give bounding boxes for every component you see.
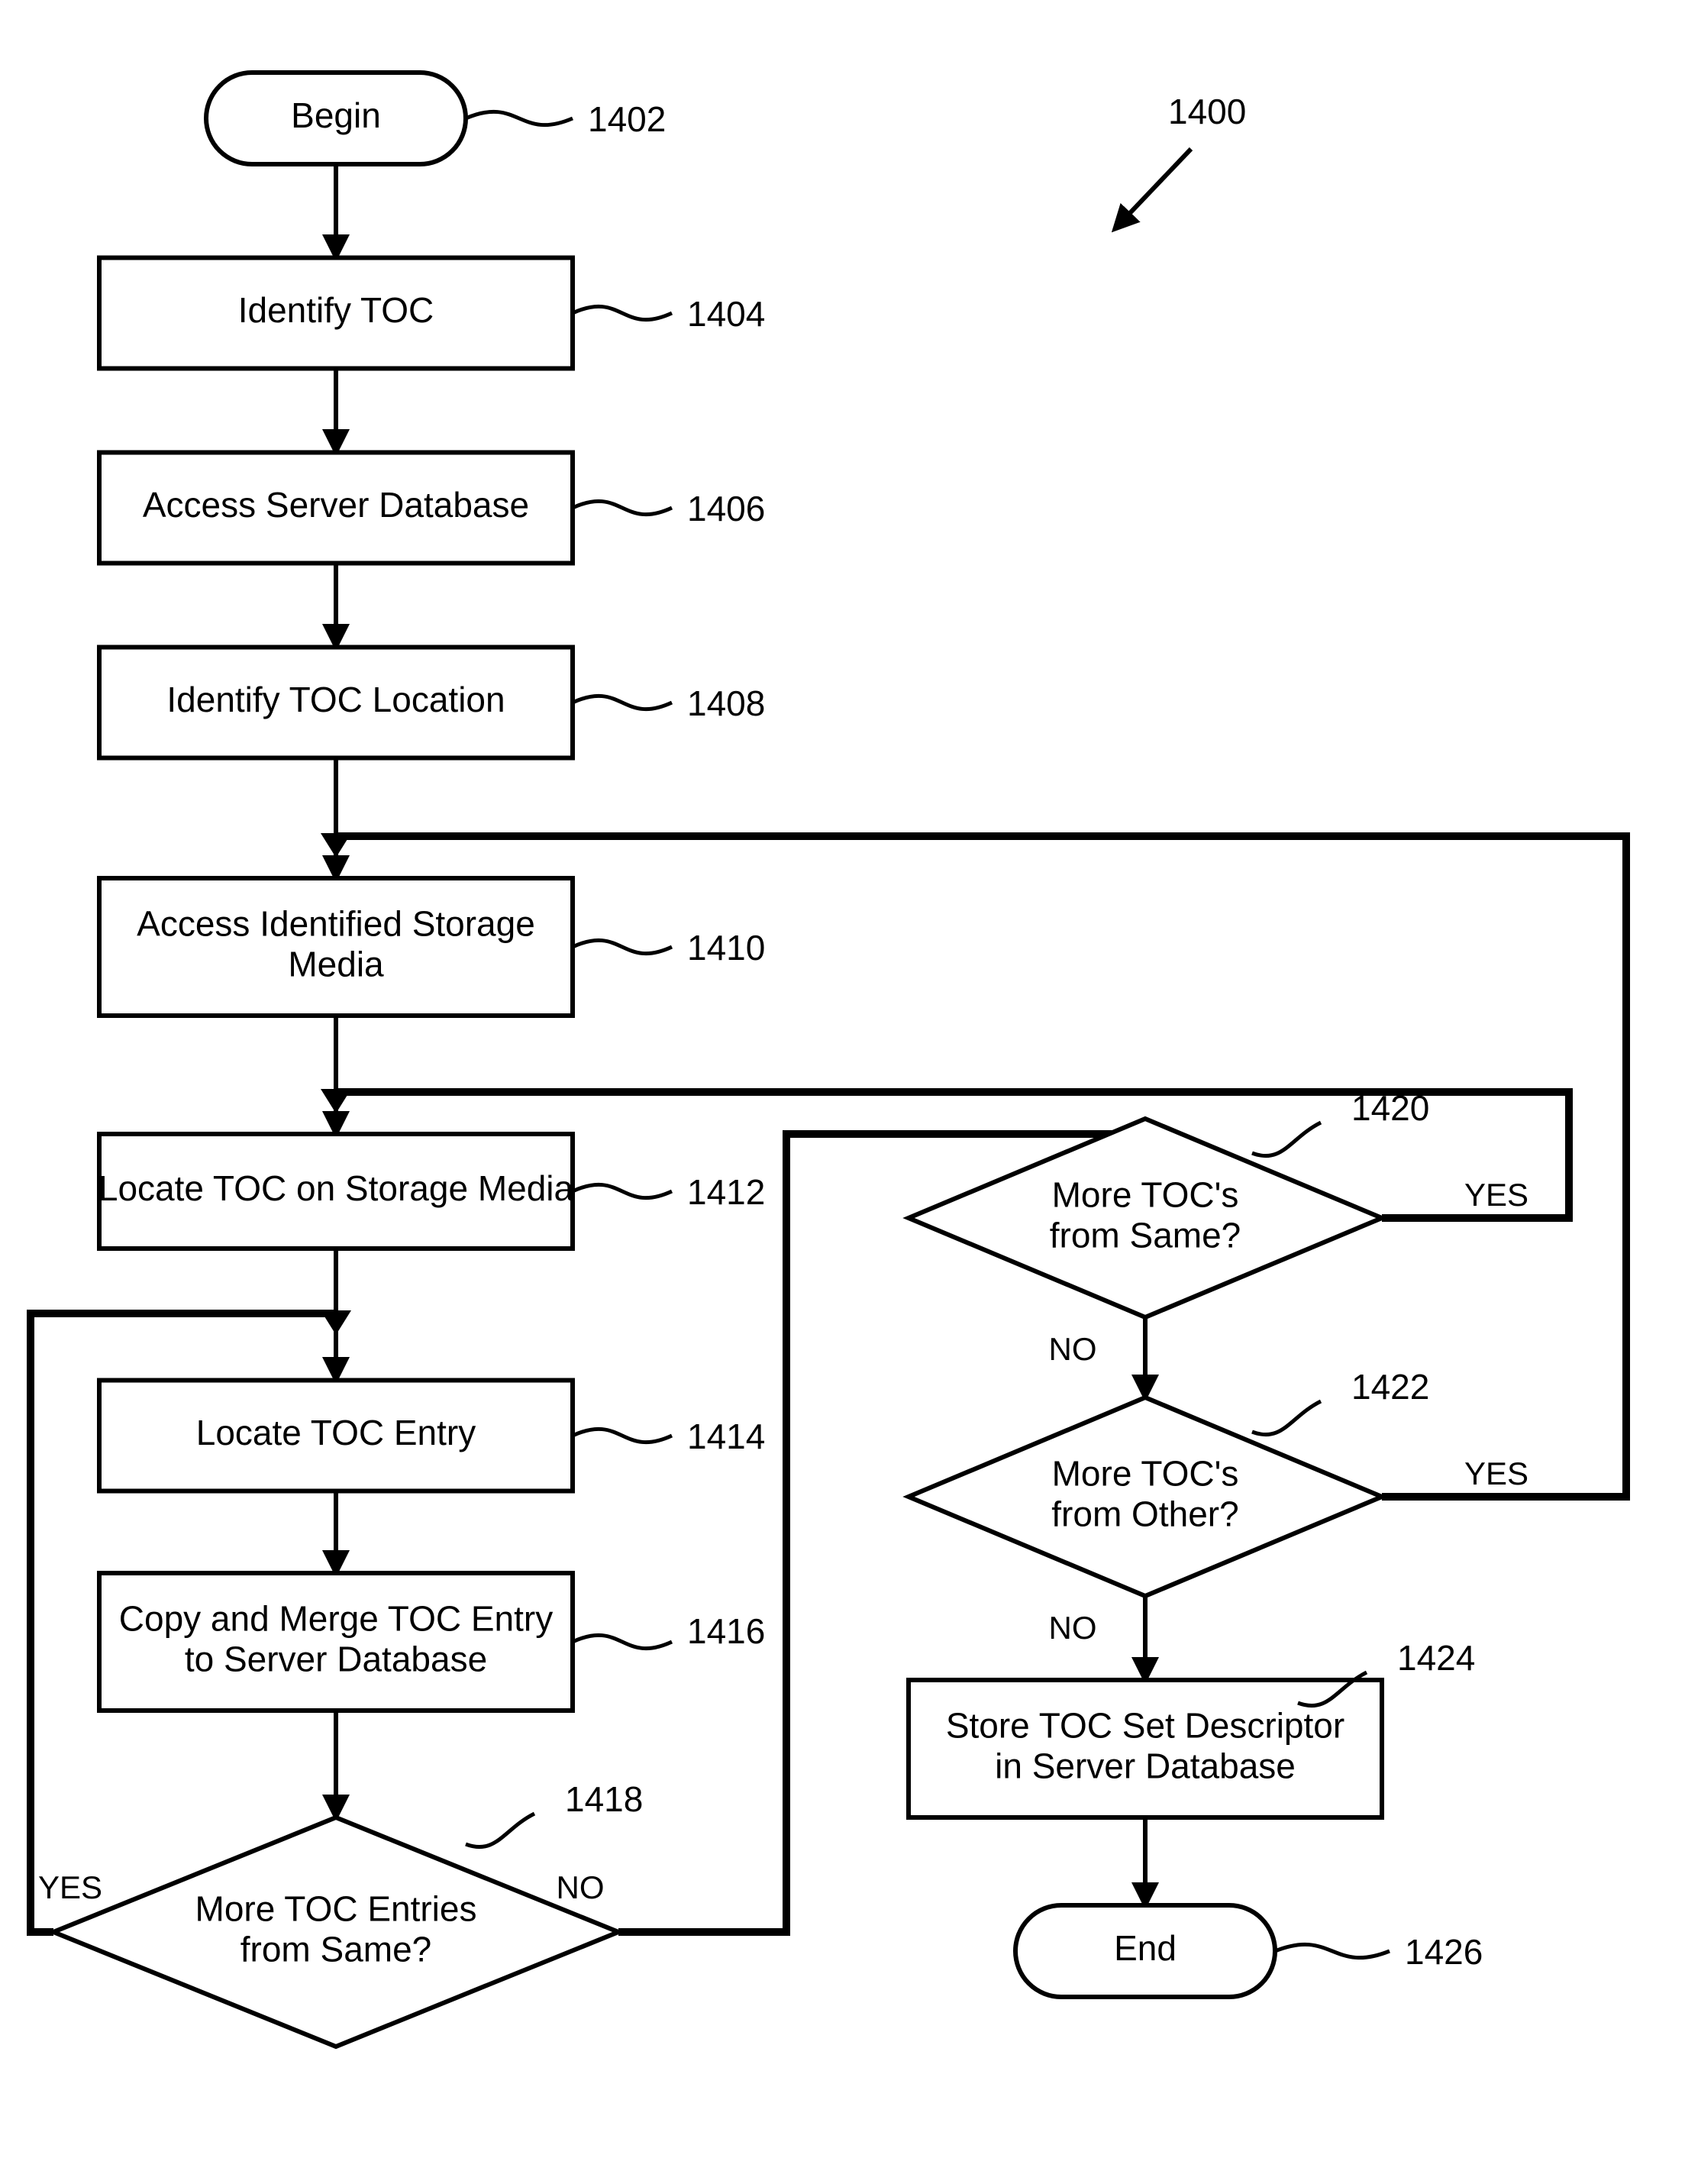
edge-label: NO xyxy=(1049,1331,1097,1367)
node-n1424: Store TOC Set Descriptorin Server Databa… xyxy=(909,1680,1382,1817)
ref-1424: 1424 xyxy=(1397,1638,1475,1678)
edge-label: NO xyxy=(1049,1610,1097,1646)
svg-text:Media: Media xyxy=(288,945,384,984)
ref-1418: 1418 xyxy=(565,1779,643,1819)
edge-label: YES xyxy=(1464,1455,1528,1491)
node-n1426: End xyxy=(1015,1905,1275,1997)
svg-text:Copy and Merge TOC Entry: Copy and Merge TOC Entry xyxy=(119,1599,553,1639)
node-n1412: Locate TOC on Storage Media xyxy=(98,1134,574,1249)
edge-label: NO xyxy=(557,1869,605,1905)
ref-1402: 1402 xyxy=(588,99,666,139)
svg-text:Access Identified Storage: Access Identified Storage xyxy=(137,904,535,944)
node-n1422: More TOC'sfrom Other? xyxy=(909,1397,1382,1596)
ref-1408: 1408 xyxy=(687,683,765,723)
svg-text:in Server Database: in Server Database xyxy=(995,1746,1296,1786)
ref-1410: 1410 xyxy=(687,928,765,968)
edge-label: YES xyxy=(38,1869,102,1905)
node-n1420: More TOC'sfrom Same? xyxy=(909,1119,1382,1317)
svg-text:to Server Database: to Server Database xyxy=(185,1640,487,1679)
node-n1404: Identify TOC xyxy=(99,258,573,369)
node-n1416: Copy and Merge TOC Entryto Server Databa… xyxy=(99,1573,573,1711)
ref-1422: 1422 xyxy=(1351,1367,1429,1407)
svg-text:Access Server Database: Access Server Database xyxy=(143,485,529,525)
svg-text:Locate TOC Entry: Locate TOC Entry xyxy=(196,1413,476,1452)
svg-text:Identify TOC Location: Identify TOC Location xyxy=(166,680,505,719)
ref-1412: 1412 xyxy=(687,1172,765,1212)
figure-ref: 1400 xyxy=(1168,92,1246,131)
svg-text:More TOC's: More TOC's xyxy=(1052,1454,1239,1494)
svg-text:Begin: Begin xyxy=(291,95,381,135)
ref-1404: 1404 xyxy=(687,294,765,334)
svg-text:More TOC's: More TOC's xyxy=(1052,1175,1239,1215)
svg-text:Identify TOC: Identify TOC xyxy=(238,290,434,330)
svg-text:from Same?: from Same? xyxy=(1050,1216,1241,1255)
ref-1420: 1420 xyxy=(1351,1088,1429,1128)
node-n1402: Begin xyxy=(206,73,466,164)
ref-1414: 1414 xyxy=(687,1417,765,1456)
ref-1426: 1426 xyxy=(1405,1932,1483,1972)
svg-text:from Other?: from Other? xyxy=(1051,1494,1238,1534)
svg-text:Store TOC Set Descriptor: Store TOC Set Descriptor xyxy=(946,1706,1344,1746)
node-n1414: Locate TOC Entry xyxy=(99,1381,573,1491)
svg-text:More TOC Entries: More TOC Entries xyxy=(195,1889,477,1929)
node-n1410: Access Identified StorageMedia xyxy=(99,878,573,1016)
node-n1406: Access Server Database xyxy=(99,453,573,564)
edge-label: YES xyxy=(1464,1177,1528,1213)
node-n1408: Identify TOC Location xyxy=(99,648,573,758)
ref-1406: 1406 xyxy=(687,489,765,528)
svg-text:End: End xyxy=(1114,1928,1177,1968)
svg-text:from Same?: from Same? xyxy=(240,1930,432,1969)
ref-1416: 1416 xyxy=(687,1611,765,1651)
flowchart-canvas: Begin Identify TOC Access Server Database I… xyxy=(0,0,1685,2184)
figure-ref-arrow xyxy=(1115,149,1191,229)
svg-text:Locate TOC on Storage Media: Locate TOC on Storage Media xyxy=(98,1168,574,1208)
node-n1418: More TOC Entriesfrom Same? xyxy=(53,1817,618,2047)
